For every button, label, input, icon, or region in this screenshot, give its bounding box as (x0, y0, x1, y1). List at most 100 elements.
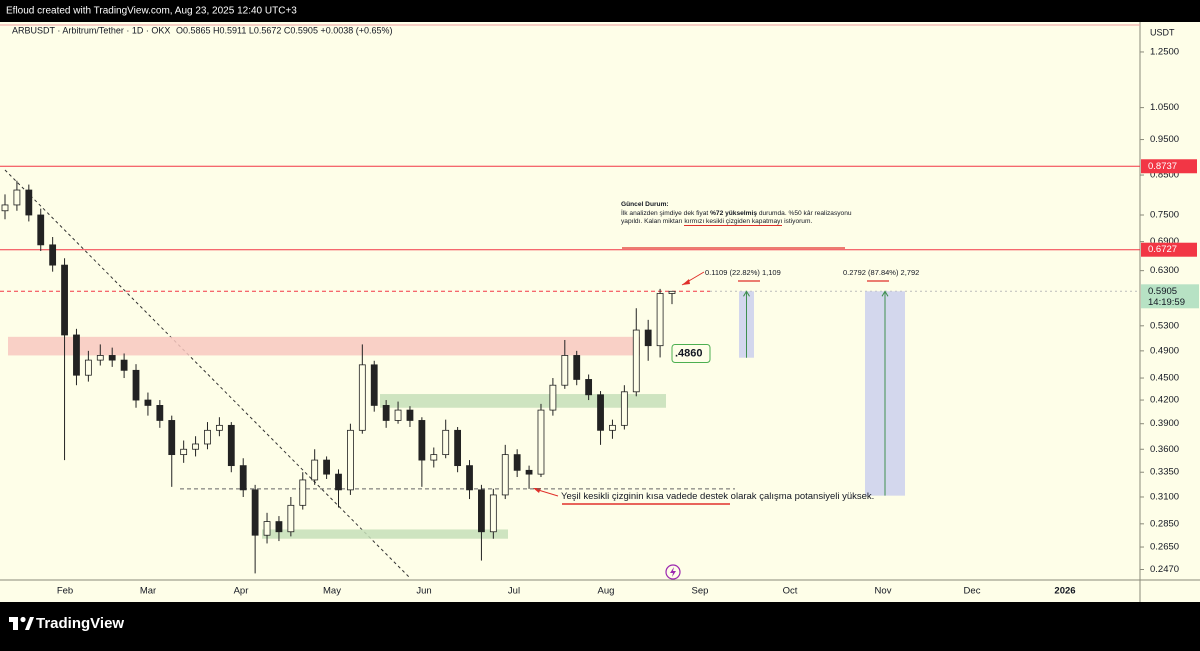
candle-body (549, 384, 557, 411)
footer-bar (0, 602, 1200, 646)
candle-body (84, 359, 92, 376)
currency-label: USDT (1150, 27, 1175, 37)
price-tag-box (671, 343, 711, 363)
last-price-tag (1141, 284, 1199, 309)
candle-body (311, 459, 319, 481)
last-price-label: 0.5905 (1148, 286, 1177, 297)
y-tick-label: 0.9500 (1150, 134, 1179, 145)
candle-body (370, 364, 378, 406)
zone (380, 394, 666, 408)
candle-body (227, 424, 235, 467)
y-tick-label: 0.2650 (1150, 542, 1179, 553)
candle-body (585, 379, 593, 396)
header-text: Efloud created with TradingView.com, Aug… (6, 6, 297, 17)
x-tick-label: Aug (598, 586, 615, 597)
y-tick-label: 0.5300 (1150, 320, 1179, 331)
candle-body (478, 489, 485, 533)
y-tick-label: 0.3350 (1150, 467, 1179, 478)
candle-body (382, 405, 390, 421)
level-tag (1141, 242, 1197, 257)
note-text: olarak çalışma potansiyeli yüksek. (728, 491, 875, 502)
y-tick-label: 0.7500 (1150, 210, 1179, 221)
candle-body (13, 189, 21, 206)
measure-arrowhead (881, 290, 889, 297)
candle-body (323, 459, 330, 475)
candle-body (96, 355, 104, 361)
annotation-text: istiyorum. (782, 218, 813, 226)
y-tick-label: 0.6300 (1150, 265, 1179, 276)
candle-body (418, 420, 426, 461)
measure-label: 0.2792 (87.84%) 2,792 (843, 268, 919, 277)
candle-body (442, 429, 450, 456)
candle-body (168, 420, 176, 456)
x-tick-label: Mar (140, 586, 156, 597)
candle-body (644, 329, 652, 347)
candle-body (299, 479, 307, 506)
annotation-title: Güncel Durum: (621, 201, 669, 208)
x-tick-label: Oct (783, 586, 798, 597)
x-tick-label: 2026 (1054, 586, 1075, 597)
y-tick-label: 0.3900 (1150, 418, 1179, 429)
candle-body (620, 391, 628, 426)
y-tick-label: 0.4900 (1150, 345, 1179, 356)
candle-body (275, 521, 283, 533)
candle-body (632, 329, 640, 393)
event-icon-bolt (670, 567, 676, 577)
candle-body (537, 409, 545, 475)
symbol-title: ARBUSDT · Arbitrum/Tether · 1D · OKX (12, 25, 170, 35)
annotation-arrowhead (682, 279, 690, 285)
candle-body (215, 424, 223, 431)
x-tick-label: Feb (57, 586, 73, 597)
x-tick-label: Dec (964, 586, 981, 597)
level-label: 0.6727 (1148, 244, 1177, 255)
level-label: 0.8737 (1148, 161, 1177, 172)
candle-body (49, 244, 57, 266)
candle-body (204, 429, 211, 445)
zone (262, 529, 508, 539)
level-tag (1141, 159, 1197, 174)
candle-body (37, 214, 45, 246)
x-tick-label: Jun (416, 586, 431, 597)
y-tick-label: 0.3600 (1150, 444, 1179, 455)
annotation-text: İlk analizden şimdiye dek fiyat (621, 209, 711, 217)
candle-body (73, 334, 80, 376)
annotation-bold: %72 yükselmiş (710, 209, 757, 217)
countdown: 14:19:59 (1148, 297, 1185, 308)
candle-body (525, 469, 533, 475)
x-tick-label: May (323, 586, 341, 597)
note-text: Yeşil kesikli çizginin kısa vadede deste… (561, 491, 729, 502)
candle-body (609, 424, 616, 431)
candle-body (335, 473, 342, 491)
candle-body (466, 465, 473, 491)
candle-body (430, 454, 438, 461)
candle-body (347, 429, 354, 491)
annotation: Güncel Durum: İlk analizden şimdiye dek … (621, 201, 853, 227)
annotation-text: durumda. %50 kâr realizasyonu yapıldı. K… (621, 209, 852, 226)
candle-body (597, 394, 604, 431)
candle-body (454, 429, 462, 467)
candle-body (251, 489, 259, 536)
candle-body (25, 189, 33, 216)
candle-body (287, 504, 295, 533)
candle-body (132, 369, 140, 401)
zone (8, 336, 640, 356)
measure-label: 0.1109 (22.82%) 1,109 (705, 268, 781, 277)
x-tick-label: Jul (508, 586, 520, 597)
candle-body (180, 448, 188, 456)
event-icon[interactable] (665, 564, 681, 580)
x-tick-label: Apr (234, 586, 249, 597)
candle-body (61, 264, 68, 336)
y-tick-label: 0.4500 (1150, 373, 1179, 384)
candle-body (156, 405, 164, 421)
candle-body (120, 359, 128, 371)
candle-body (108, 355, 116, 361)
annotation-underlined: kırmızı kesikli çizgiden kapatmayı (684, 218, 783, 227)
candle-body (561, 355, 569, 386)
y-tick-label: 0.2470 (1150, 564, 1179, 575)
candle-body (239, 465, 247, 491)
x-tick-label: Nov (875, 586, 892, 597)
ohlc-label: O0.5865 H0.5911 L0.5672 C0.5905 +0.0038 … (176, 25, 393, 35)
candle-body (358, 364, 366, 431)
